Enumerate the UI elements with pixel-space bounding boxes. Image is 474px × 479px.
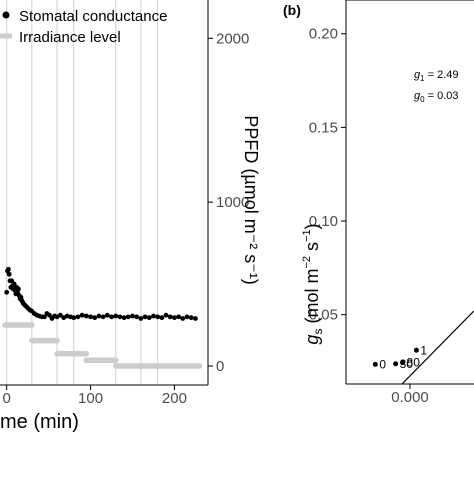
a-conductance-point-56 — [138, 316, 144, 321]
b-y-label-exp2: −1 — [301, 229, 313, 242]
a-conductance-point-53 — [125, 314, 131, 320]
b-point-1 — [393, 361, 399, 367]
a-conductance-point-52 — [121, 315, 127, 321]
a-right-axis-label: PPFD (µmol m⁻² s⁻¹) — [241, 115, 261, 284]
b-annotation-symbol-1: g — [414, 90, 421, 102]
a-gridlines — [6, 0, 159, 385]
b-annotation-value-0: = 2.49 — [425, 69, 459, 81]
a-y-tick-label-1: 1000 — [216, 194, 249, 211]
a-conductance-point-63 — [167, 314, 173, 320]
b-point-2 — [400, 360, 406, 366]
b-y-label-g: g — [302, 335, 322, 345]
a-conductance-point-55 — [134, 314, 140, 320]
a-axes: 0 100 200 me (min) 0 1000 2000 PPFD (µmol m⁻² s… — [0, 0, 261, 433]
a-conductance-point-3 — [6, 271, 12, 277]
a-conductance-point-40 — [71, 315, 77, 321]
a-conductance-point-51 — [117, 314, 123, 320]
a-conductance-point-36 — [57, 312, 63, 318]
a-conductance-point-6 — [9, 278, 15, 284]
a-conductance-point-69 — [193, 316, 198, 321]
b-annotation-symbol-0: g — [414, 69, 421, 81]
a-conductance-point-14 — [16, 286, 21, 292]
a-x-tick-label-0: 0 — [3, 390, 11, 407]
a-conductance-point-30 — [42, 314, 47, 320]
panel-a: 0 100 200 me (min) 0 1000 2000 PPFD (µmol m⁻² s… — [0, 0, 261, 433]
b-annotation-0: g1 = 2.49 — [414, 69, 459, 83]
b-y-tick-label-0: 0.05 — [309, 307, 338, 324]
b-point-label-0: 0 — [379, 357, 386, 371]
a-conductance-point-42 — [79, 312, 85, 318]
a-conductance-point-65 — [176, 314, 182, 320]
b-y-tick-label-3: 0.20 — [309, 26, 338, 43]
b-annotation-value-1: = 0.03 — [425, 90, 459, 102]
legend-label-conductance: Stomatal conductance — [19, 8, 167, 25]
b-annotation-1: g0 = 0.03 — [414, 90, 459, 104]
a-conductance-point-50 — [113, 313, 119, 319]
a-conductance-point-54 — [130, 313, 135, 319]
a-x-tick-label-2: 200 — [162, 390, 187, 407]
a-conductance-point-64 — [172, 315, 177, 321]
a-y-tick-label-2: 2000 — [216, 30, 249, 47]
b-annotation-sub-1: 0 — [420, 95, 425, 104]
b-y-tick-label-2: 0.15 — [309, 119, 338, 136]
b-point-0 — [372, 361, 378, 367]
b-y-label-close: ) — [302, 223, 322, 229]
b-y-label-exp1: −2 — [301, 256, 313, 269]
b-y-tick-label-1: 0.10 — [309, 213, 338, 230]
panel-b-background — [342, 0, 474, 384]
b-point-3 — [413, 347, 419, 353]
a-irradiance-series — [2, 322, 203, 369]
b-y-label-s: s — [302, 242, 322, 256]
a-conductance-point-0 — [4, 289, 10, 295]
a-conductance-point-49 — [109, 314, 114, 320]
b-point-label-2: 80 — [407, 356, 421, 370]
a-conductance-point-32 — [47, 312, 52, 318]
a-conductance-point-46 — [96, 313, 102, 319]
a-y-tick-label-0: 0 — [216, 358, 224, 375]
b-x-tick-label-0: 0.000 — [391, 389, 429, 406]
a-legend: Stomatal conductance Irradiance level — [0, 8, 167, 46]
a-conductance-point-43 — [83, 313, 89, 319]
b-panel-tag: (b) — [283, 2, 301, 18]
a-x-tick-label-1: 100 — [78, 390, 103, 407]
a-conductance-point-61 — [159, 315, 165, 321]
b-point-label-3: 1 — [420, 343, 427, 357]
a-conductance-point-48 — [104, 312, 110, 318]
a-conductance-point-41 — [75, 314, 81, 320]
b-fit-line — [401, 310, 474, 385]
a-conductance-point-62 — [163, 312, 169, 318]
legend-point-marker — [2, 11, 10, 19]
a-conductance-series — [4, 266, 198, 321]
a-x-axis-label: me (min) — [0, 411, 79, 433]
a-conductance-point-57 — [142, 314, 148, 320]
legend-label-irradiance: Irradiance level — [19, 29, 121, 46]
b-y-label-unit: (mol m — [302, 269, 322, 329]
a-conductance-point-67 — [184, 314, 190, 320]
a-conductance-point-9 — [11, 281, 17, 287]
a-conductance-point-59 — [151, 313, 156, 319]
a-conductance-point-2 — [5, 266, 11, 272]
a-conductance-point-47 — [100, 314, 106, 320]
b-y-label-sub-s: s — [311, 329, 325, 335]
a-conductance-point-58 — [146, 315, 152, 321]
a-conductance-point-60 — [155, 314, 161, 320]
a-conductance-point-45 — [92, 315, 98, 321]
a-conductance-point-44 — [88, 314, 93, 320]
a-conductance-point-66 — [180, 316, 186, 321]
b-y-axis-label: gs (mol m−2 s−1) — [301, 223, 325, 344]
a-conductance-point-68 — [188, 315, 194, 321]
b-annotation-sub-0: 1 — [420, 74, 425, 83]
